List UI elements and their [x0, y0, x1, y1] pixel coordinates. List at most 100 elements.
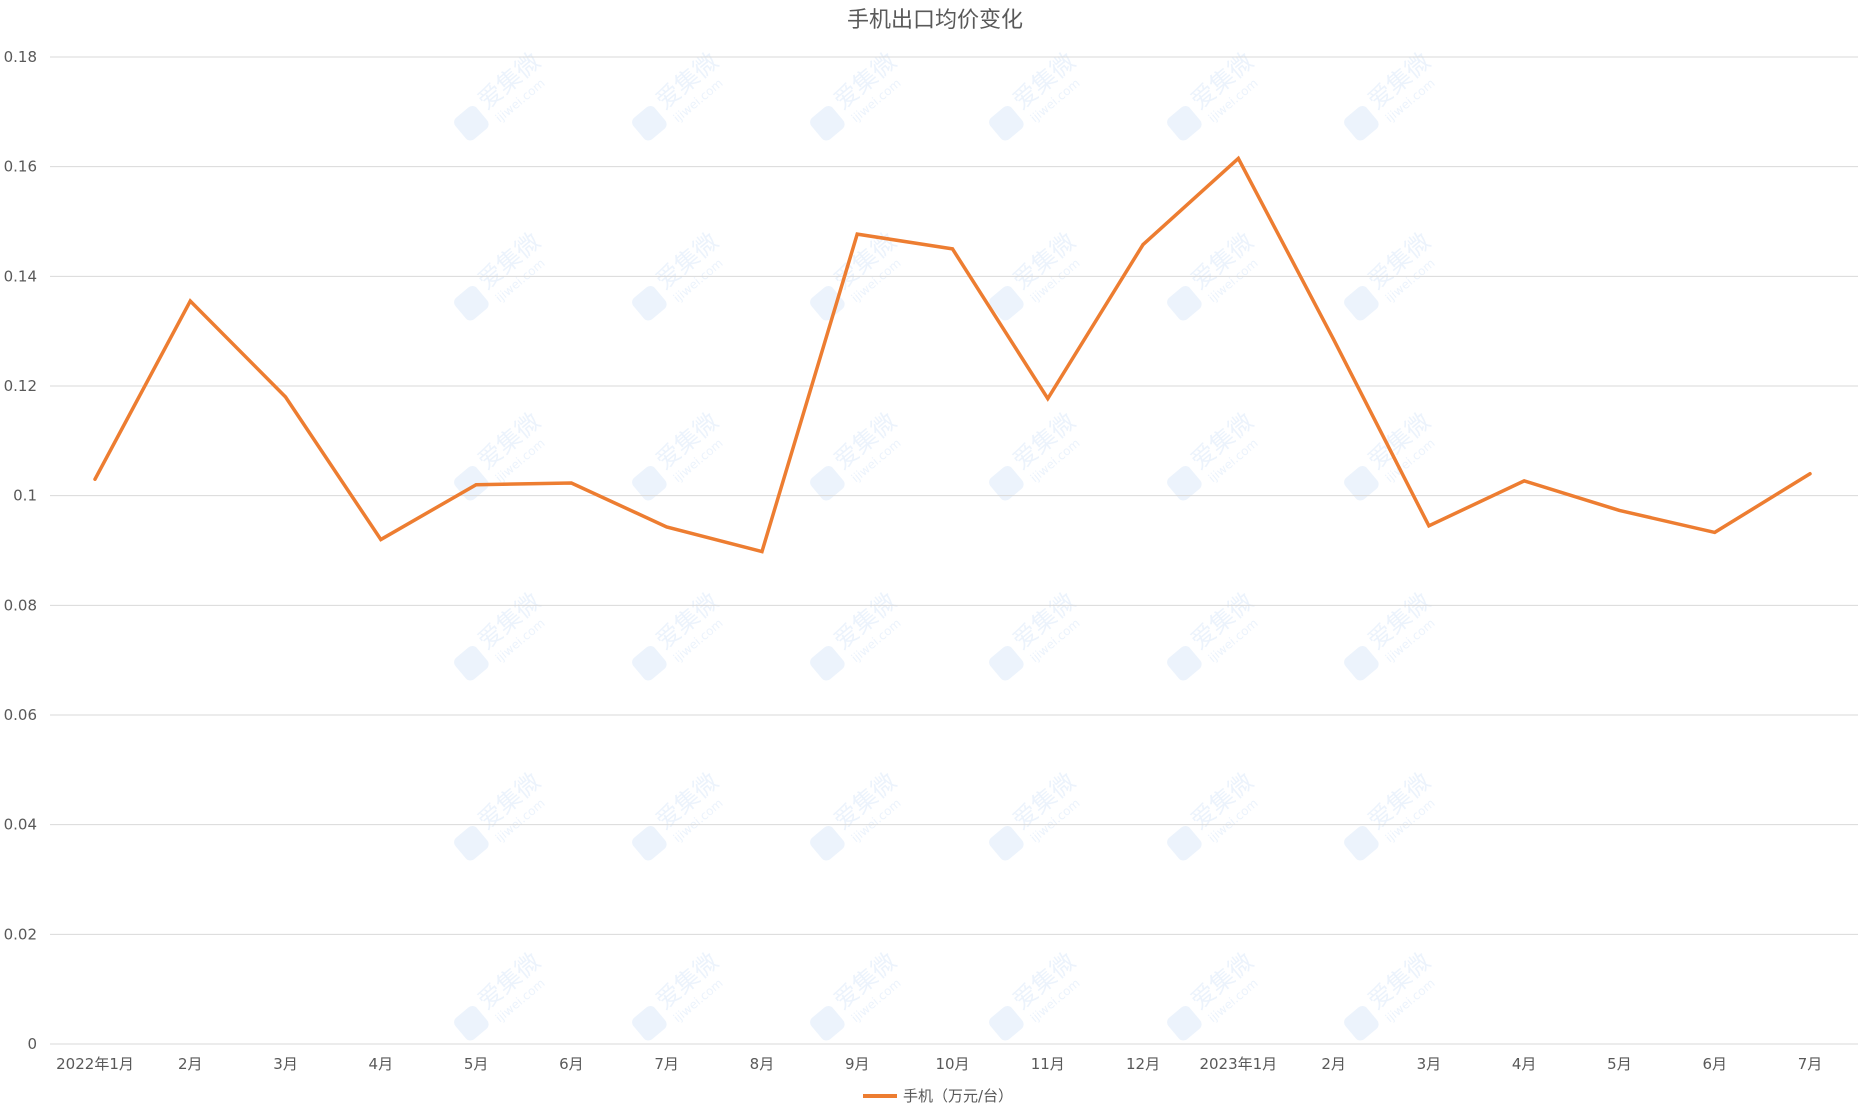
- x-tick-label-18: 7月: [1798, 1055, 1823, 1073]
- watermark-logo-icon: [810, 645, 845, 681]
- x-tick-label-3: 4月: [369, 1055, 394, 1073]
- data-point-0-0: [93, 477, 97, 481]
- legend: 手机（万元/台）: [863, 1087, 1013, 1105]
- series-line-0: [93, 155, 1812, 554]
- data-point-0-18: [1808, 472, 1812, 476]
- watermark-logo-icon: [454, 825, 489, 861]
- watermark-logo-icon: [454, 285, 489, 321]
- watermark-logo-icon: [1167, 105, 1202, 141]
- x-tick-label-6: 7月: [654, 1055, 679, 1073]
- x-tick-label-2: 3月: [273, 1055, 298, 1073]
- watermark-logo-icon: [454, 645, 489, 681]
- legend-label-phone: 手机（万元/台）: [903, 1087, 1013, 1105]
- x-tick-label-4: 5月: [464, 1055, 489, 1073]
- watermark-logo-icon: [1344, 1005, 1379, 1041]
- data-point-0-10: [1046, 397, 1050, 401]
- watermark-logo-icon: [989, 825, 1024, 861]
- watermark-logo-icon: [1167, 645, 1202, 681]
- data-point-0-6: [665, 525, 669, 529]
- watermark-logo-icon: [454, 105, 489, 141]
- data-point-0-9: [951, 247, 954, 251]
- watermark-logo-icon: [632, 1005, 667, 1041]
- watermark-logo-icon: [1344, 105, 1379, 141]
- watermark-logo-icon: [1167, 285, 1202, 321]
- x-tick-label-7: 8月: [750, 1055, 775, 1073]
- x-tick-label-5: 6月: [559, 1055, 584, 1073]
- data-point-0-14: [1427, 524, 1431, 528]
- watermark-logo-icon: [810, 465, 845, 501]
- watermark-logo-icon: [1344, 465, 1379, 501]
- watermark-logo-icon: [810, 825, 845, 861]
- watermark-logo-icon: [1344, 645, 1379, 681]
- chart-title: 手机出口均价变化: [847, 8, 1023, 33]
- watermark-logo-icon: [989, 465, 1024, 501]
- y-tick-label-6: 0.12: [4, 377, 37, 395]
- data-point-0-1: [188, 299, 192, 303]
- data-point-0-8: [855, 232, 859, 236]
- watermark-logo-icon: [810, 1005, 845, 1041]
- watermark-logo-icon: [989, 645, 1024, 681]
- x-tick-label-1: 2月: [178, 1055, 203, 1073]
- y-tick-label-2: 0.04: [4, 816, 37, 834]
- y-tick-label-4: 0.08: [4, 596, 37, 614]
- watermark-logo-icon: [632, 465, 667, 501]
- y-tick-label-8: 0.16: [4, 158, 37, 176]
- data-point-0-13: [1332, 337, 1336, 341]
- y-axis-ticks: 0 0.02 0.04 0.06 0.08 0.1 0.12 0.14 0.16 0.18: [4, 48, 37, 1053]
- x-tick-label-15: 4月: [1512, 1055, 1537, 1073]
- x-tick-label-9: 10月: [935, 1055, 969, 1073]
- data-point-0-11: [1141, 243, 1145, 247]
- x-tick-label-8: 9月: [845, 1055, 870, 1073]
- x-tick-label-13: 2月: [1321, 1055, 1346, 1073]
- watermark-logo-icon: [1344, 285, 1379, 321]
- series-layer: [93, 155, 1812, 554]
- data-point-0-4: [474, 483, 478, 487]
- watermark-logo-icon: [632, 645, 667, 681]
- watermark-logo-icon: [454, 1005, 489, 1041]
- y-tick-label-1: 0.02: [4, 925, 37, 943]
- x-tick-label-12: 2023年1月: [1199, 1055, 1277, 1073]
- data-point-0-12: [1236, 156, 1240, 160]
- watermark-logo-icon: [989, 105, 1024, 141]
- watermark-logo-icon: [1167, 1005, 1202, 1041]
- watermark-logo-icon: [810, 105, 845, 141]
- data-point-0-5: [569, 481, 573, 485]
- watermark-logo-icon: [810, 285, 845, 321]
- watermark-logo-icon: [1167, 825, 1202, 861]
- data-point-0-2: [284, 395, 288, 399]
- watermark-logo-icon: [1344, 825, 1379, 861]
- y-tick-label-0: 0: [27, 1035, 37, 1053]
- x-tick-label-16: 5月: [1607, 1055, 1632, 1073]
- y-tick-label-7: 0.14: [4, 267, 37, 285]
- y-tick-label-9: 0.18: [4, 48, 37, 66]
- x-tick-label-14: 3月: [1417, 1055, 1442, 1073]
- data-point-0-15: [1522, 479, 1526, 483]
